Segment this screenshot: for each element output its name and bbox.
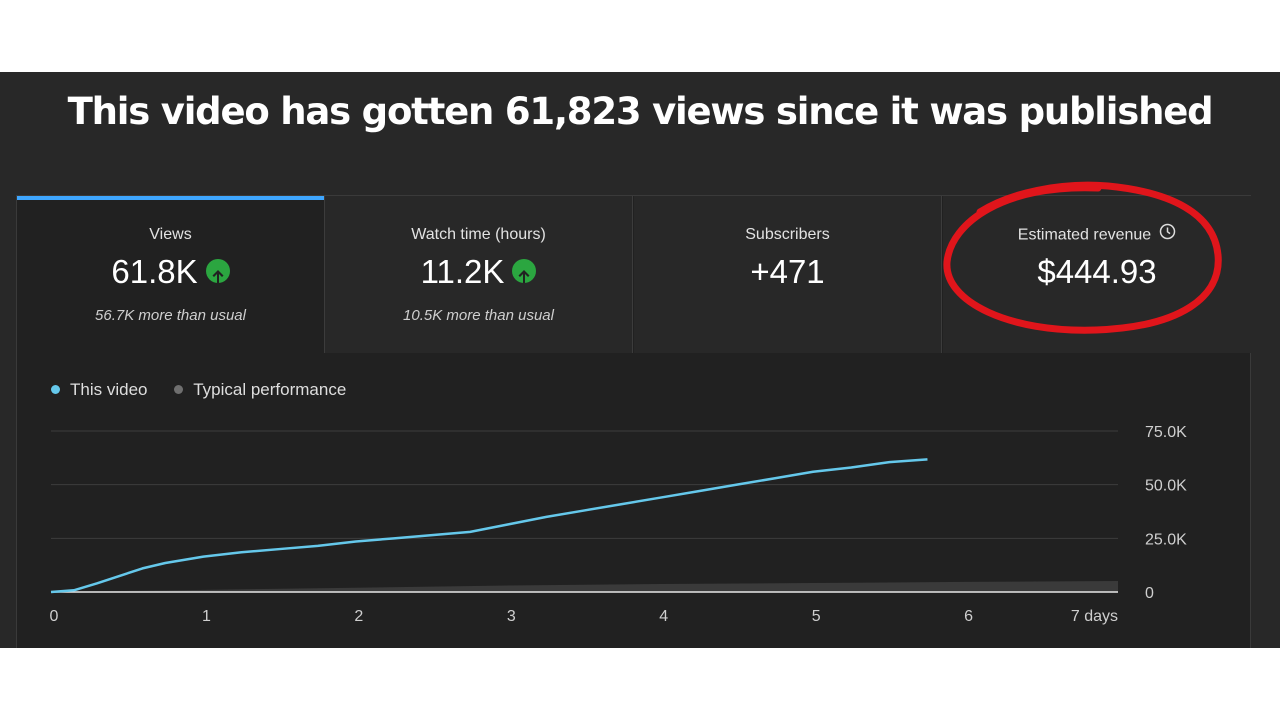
- metric-value-row: 61.8K: [17, 253, 324, 291]
- y-tick-label: 50.0K: [1145, 478, 1187, 495]
- legend-item-this-video[interactable]: This video: [51, 380, 147, 400]
- tab-views[interactable]: Views 61.8K 56.7K more than usual: [17, 196, 325, 353]
- tab-label: Subscribers: [745, 226, 830, 243]
- x-tick-label: 0: [50, 608, 59, 625]
- x-tick-label: 3: [507, 608, 516, 625]
- metric-value-row: 11.2K: [325, 253, 632, 291]
- metric-note: 56.7K more than usual: [95, 307, 246, 324]
- up-arrow-icon: [512, 259, 537, 284]
- x-tick-label: 2: [354, 608, 363, 625]
- analytics-panel: This video has gotten 61,823 views since…: [0, 72, 1280, 648]
- metric-note: 10.5K more than usual: [403, 307, 554, 324]
- legend-label: This video: [70, 380, 148, 399]
- chart-legend: This video Typical performance: [51, 380, 368, 400]
- tab-label: Watch time (hours): [411, 226, 546, 243]
- y-tick-label: 25.0K: [1145, 531, 1187, 548]
- tab-subscribers[interactable]: Subscribers +471: [634, 196, 942, 353]
- x-tick-label: 4: [659, 608, 668, 625]
- this-video-line: [50, 458, 928, 594]
- headline: This video has gotten 61,823 views since…: [67, 90, 1214, 133]
- x-tick-label: 6: [964, 608, 973, 625]
- tab-watch-time[interactable]: Watch time (hours) 11.2K 10.5K more than…: [325, 196, 633, 353]
- y-tick-label: 75.0K: [1145, 424, 1187, 441]
- up-arrow-icon: [205, 259, 230, 284]
- x-tick-label: 7 days: [1071, 608, 1118, 625]
- y-tick-label: 0: [1145, 585, 1154, 602]
- typical-performance-area: [51, 581, 1118, 592]
- active-tab-indicator: [17, 196, 324, 200]
- x-tick-label: 5: [812, 608, 821, 625]
- legend-item-typical[interactable]: Typical performance: [174, 380, 346, 400]
- tab-label: Views: [149, 226, 192, 243]
- legend-dot: [51, 384, 60, 394]
- metric-value: +471: [750, 253, 825, 290]
- metric-value: 11.2K: [420, 253, 505, 290]
- legend-dot: [174, 384, 184, 394]
- metric-value: 61.8K: [111, 253, 198, 290]
- x-tick-label: 1: [202, 608, 211, 625]
- legend-label: Typical performance: [193, 380, 347, 399]
